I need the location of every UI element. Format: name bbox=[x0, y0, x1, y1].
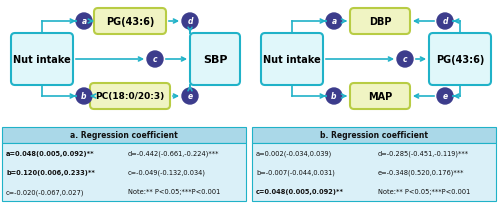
Text: c=-0.049(-0.132,0.034): c=-0.049(-0.132,0.034) bbox=[128, 169, 206, 175]
Text: DBP: DBP bbox=[369, 17, 391, 27]
FancyBboxPatch shape bbox=[11, 34, 73, 86]
Text: d=-0.285(-0.451,-0.119)***: d=-0.285(-0.451,-0.119)*** bbox=[378, 150, 469, 156]
FancyBboxPatch shape bbox=[252, 143, 496, 201]
FancyBboxPatch shape bbox=[429, 34, 491, 86]
Text: d: d bbox=[442, 17, 448, 26]
Text: c=0.048(0.005,0.092)**: c=0.048(0.005,0.092)** bbox=[256, 188, 344, 194]
Text: e: e bbox=[188, 92, 192, 101]
Text: a=0.048(0.005,0.092)**: a=0.048(0.005,0.092)** bbox=[6, 150, 94, 156]
Circle shape bbox=[397, 52, 413, 68]
Circle shape bbox=[326, 14, 342, 30]
Circle shape bbox=[182, 89, 198, 104]
Circle shape bbox=[437, 14, 453, 30]
FancyBboxPatch shape bbox=[350, 84, 410, 110]
FancyBboxPatch shape bbox=[94, 9, 166, 35]
FancyBboxPatch shape bbox=[252, 127, 496, 143]
Text: e=-0.348(0.520,0.176)***: e=-0.348(0.520,0.176)*** bbox=[378, 169, 464, 175]
Text: PG(43:6): PG(43:6) bbox=[436, 55, 484, 65]
Text: a: a bbox=[82, 17, 86, 26]
Circle shape bbox=[76, 14, 92, 30]
Text: a. Regression coefficient: a. Regression coefficient bbox=[70, 131, 178, 140]
Text: MAP: MAP bbox=[368, 92, 392, 102]
Circle shape bbox=[76, 89, 92, 104]
Text: e: e bbox=[442, 92, 448, 101]
Text: c: c bbox=[403, 55, 407, 64]
Text: a: a bbox=[332, 17, 336, 26]
Circle shape bbox=[326, 89, 342, 104]
Text: Note:** P<0.05;***P<0.001: Note:** P<0.05;***P<0.001 bbox=[128, 188, 220, 194]
Text: b=0.120(0.006,0.233)**: b=0.120(0.006,0.233)** bbox=[6, 169, 95, 175]
Text: d: d bbox=[188, 17, 193, 26]
Text: Nut intake: Nut intake bbox=[263, 55, 321, 65]
Text: Nut intake: Nut intake bbox=[13, 55, 71, 65]
Text: b: b bbox=[82, 92, 87, 101]
Text: PG(43:6): PG(43:6) bbox=[106, 17, 154, 27]
Text: b. Regression coefficient: b. Regression coefficient bbox=[320, 131, 428, 140]
FancyBboxPatch shape bbox=[90, 84, 170, 110]
Text: c: c bbox=[153, 55, 158, 64]
FancyBboxPatch shape bbox=[190, 34, 240, 86]
Text: a=0.002(-0.034,0.039): a=0.002(-0.034,0.039) bbox=[256, 150, 332, 156]
FancyBboxPatch shape bbox=[261, 34, 323, 86]
Text: b: b bbox=[331, 92, 337, 101]
Text: c=-0.020(-0.067,0.027): c=-0.020(-0.067,0.027) bbox=[6, 188, 84, 195]
Circle shape bbox=[182, 14, 198, 30]
Text: b=-0.007(-0.044,0.031): b=-0.007(-0.044,0.031) bbox=[256, 169, 335, 175]
Circle shape bbox=[147, 52, 163, 68]
Text: Note:** P<0.05;***P<0.001: Note:** P<0.05;***P<0.001 bbox=[378, 188, 470, 194]
FancyBboxPatch shape bbox=[350, 9, 410, 35]
FancyBboxPatch shape bbox=[2, 143, 246, 201]
FancyBboxPatch shape bbox=[2, 127, 246, 143]
Text: d=-0.442(-0.661,-0.224)***: d=-0.442(-0.661,-0.224)*** bbox=[128, 150, 220, 156]
Text: PC(18:0/20:3): PC(18:0/20:3) bbox=[96, 92, 164, 101]
Circle shape bbox=[437, 89, 453, 104]
Text: SBP: SBP bbox=[203, 55, 228, 65]
